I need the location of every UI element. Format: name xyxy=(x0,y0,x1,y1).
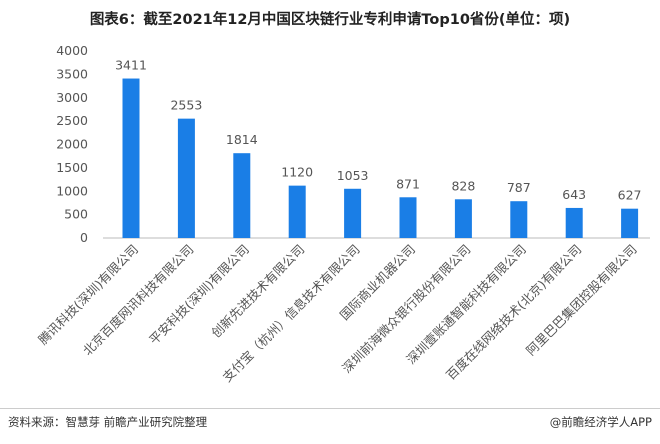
bar xyxy=(399,197,417,238)
bar xyxy=(565,207,583,238)
bar xyxy=(122,78,140,238)
bar xyxy=(233,153,251,238)
source-note: 资料来源：智慧芽 前瞻产业研究院整理 xyxy=(8,415,208,429)
data-label: 627 xyxy=(618,188,642,203)
bar xyxy=(454,199,472,238)
bar xyxy=(510,201,528,238)
data-label: 828 xyxy=(451,178,475,193)
data-label: 3411 xyxy=(115,58,147,73)
data-label: 871 xyxy=(396,176,420,191)
data-label: 787 xyxy=(507,180,531,195)
y-tick-label: 2500 xyxy=(56,113,88,128)
chart-title: 图表6：截至2021年12月中国区块链行业专利申请Top10省份(单位：项) xyxy=(89,12,571,28)
data-label: 1053 xyxy=(337,168,369,183)
bar xyxy=(288,185,306,238)
category-label: 平安科技(深圳)有限公司 xyxy=(146,242,252,348)
data-label: 1120 xyxy=(281,165,313,180)
y-tick-label: 3500 xyxy=(56,66,88,81)
y-tick-label: 500 xyxy=(64,207,88,222)
y-tick-label: 0 xyxy=(80,230,88,245)
bar xyxy=(344,188,362,238)
data-label: 1814 xyxy=(226,132,258,147)
category-label: 北京百度网讯科技有限公司 xyxy=(80,242,197,359)
category-label: 创新先进技术有限公司 xyxy=(208,242,307,341)
category-label: 腾讯科技(深圳)有限公司 xyxy=(35,242,141,348)
y-tick-label: 4000 xyxy=(56,43,88,58)
bar xyxy=(621,208,639,238)
bar-chart: 0 500 1000 1500 2000 2500 3000 3500 4000 3411 腾讯科技… xyxy=(35,43,650,385)
y-tick-label: 1000 xyxy=(56,183,88,198)
divider xyxy=(0,408,660,409)
bar xyxy=(177,118,195,238)
data-label: 2553 xyxy=(170,98,202,113)
credit: @前瞻经济学人APP xyxy=(549,415,652,429)
y-tick-label: 2000 xyxy=(56,137,88,152)
y-tick-label: 3000 xyxy=(56,90,88,105)
category-label: 阿里巴巴集团控股有限公司 xyxy=(523,242,640,359)
data-label: 643 xyxy=(562,187,586,202)
y-tick-label: 1500 xyxy=(56,160,88,175)
